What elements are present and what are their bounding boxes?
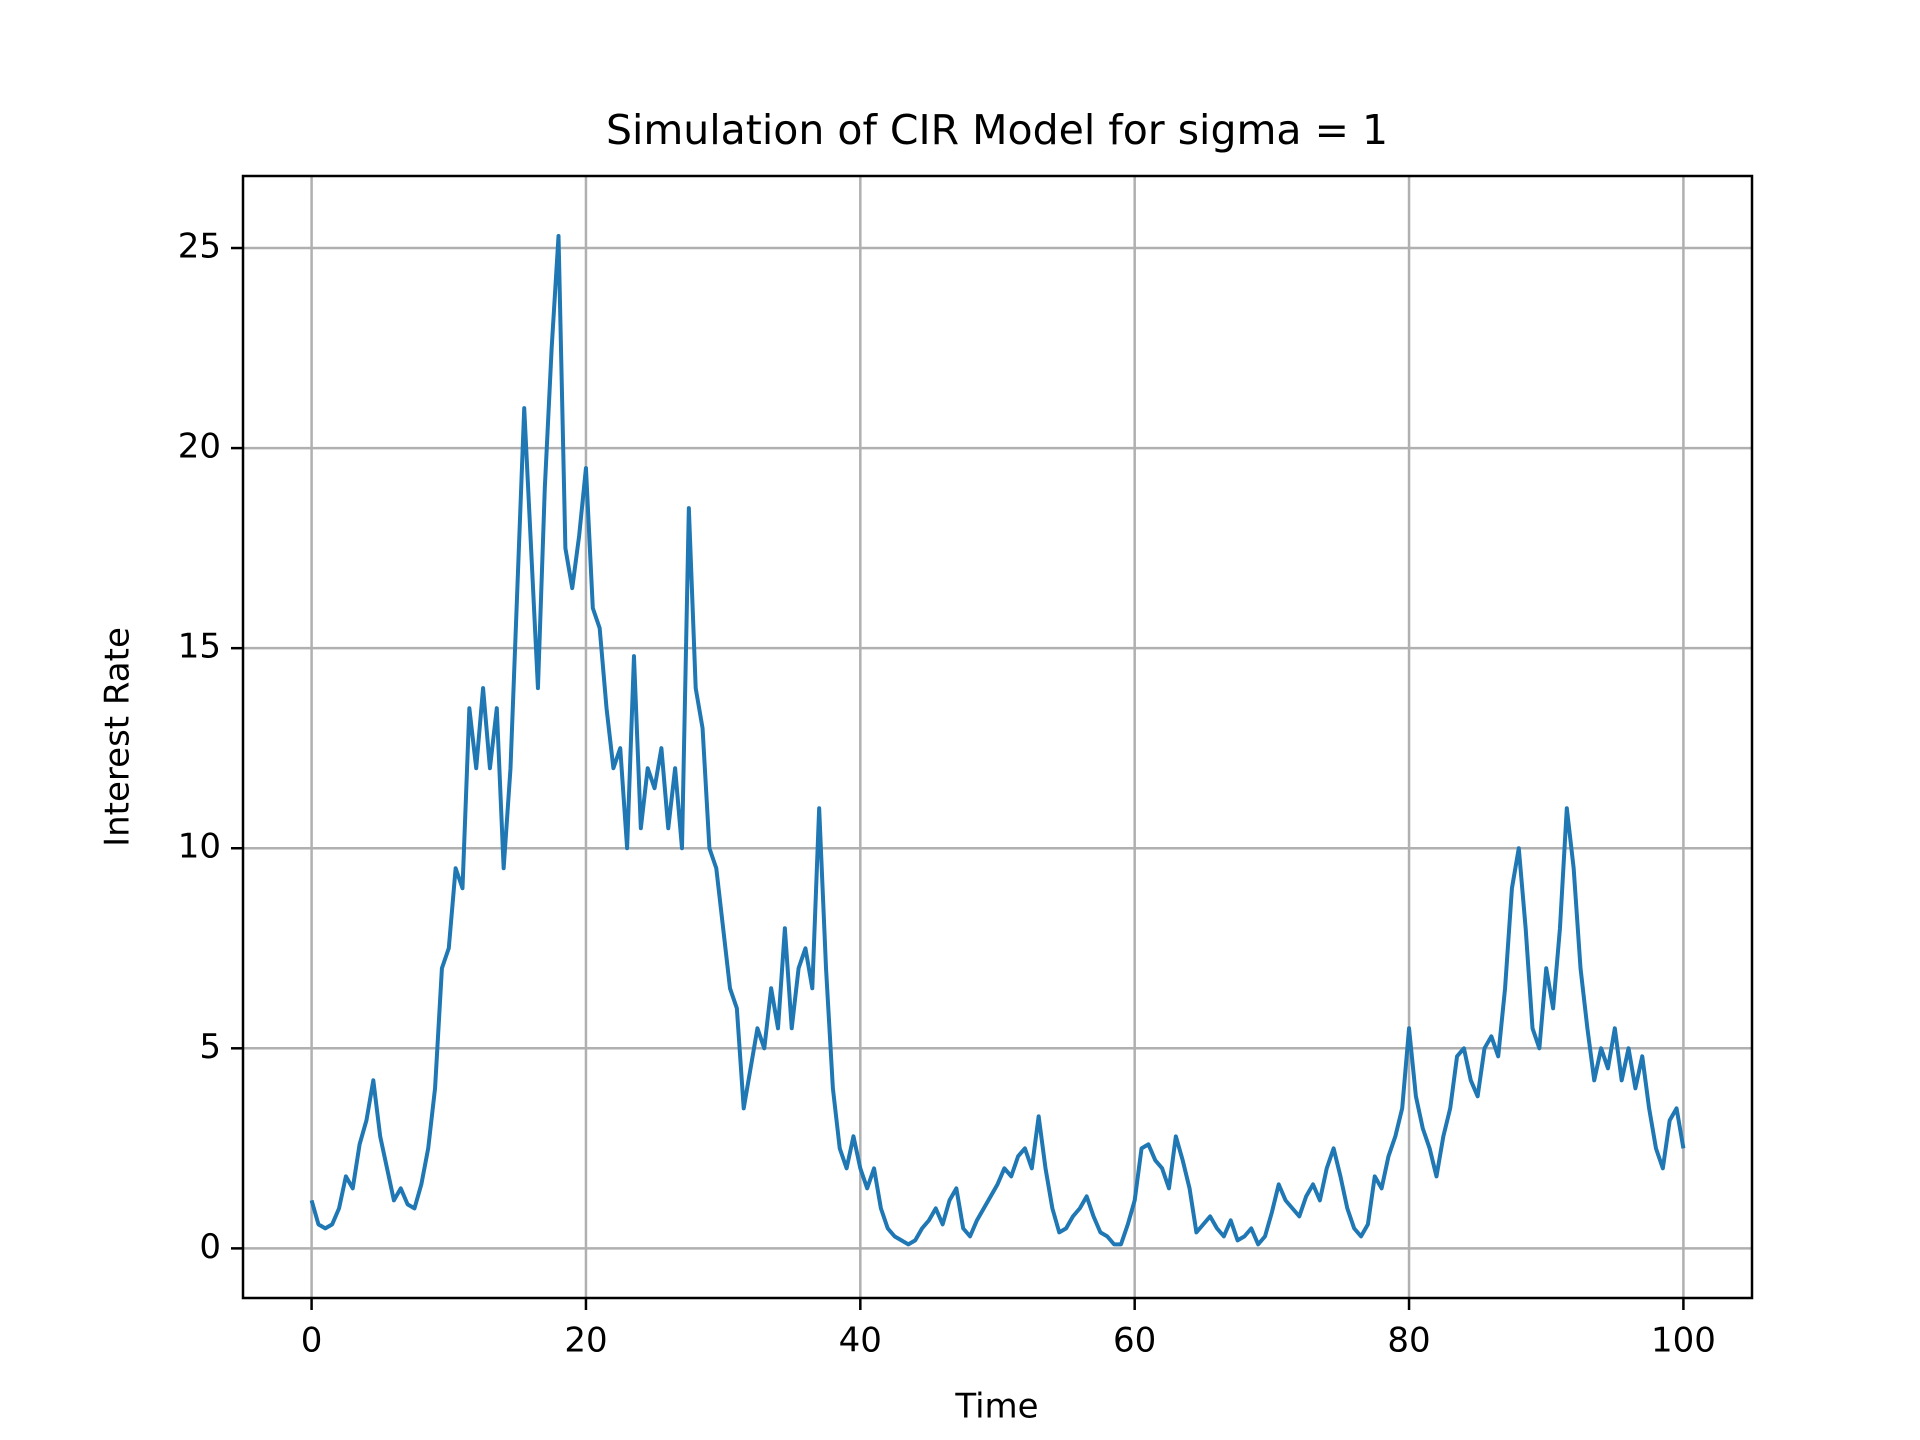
y-tick-label: 15 [178, 627, 221, 667]
x-tick-label: 80 [1387, 1321, 1430, 1361]
x-axis-label: Time [954, 1387, 1038, 1427]
x-tick-label: 20 [564, 1321, 607, 1361]
y-tick-label: 25 [178, 227, 221, 267]
x-tick-label: 100 [1651, 1321, 1716, 1361]
x-tick-label: 0 [301, 1321, 323, 1361]
y-tick-label: 5 [199, 1027, 221, 1067]
x-tick-label: 40 [839, 1321, 882, 1361]
y-tick-label: 0 [199, 1227, 221, 1267]
chart-title: Simulation of CIR Model for sigma = 1 [606, 106, 1388, 154]
y-tick-label: 10 [178, 827, 221, 867]
x-tick-label: 60 [1113, 1321, 1156, 1361]
plot-frame [241, 174, 1754, 1300]
y-tick-label: 20 [178, 427, 221, 467]
data-line [309, 234, 1686, 1247]
y-axis-label: Interest Rate [98, 627, 138, 847]
